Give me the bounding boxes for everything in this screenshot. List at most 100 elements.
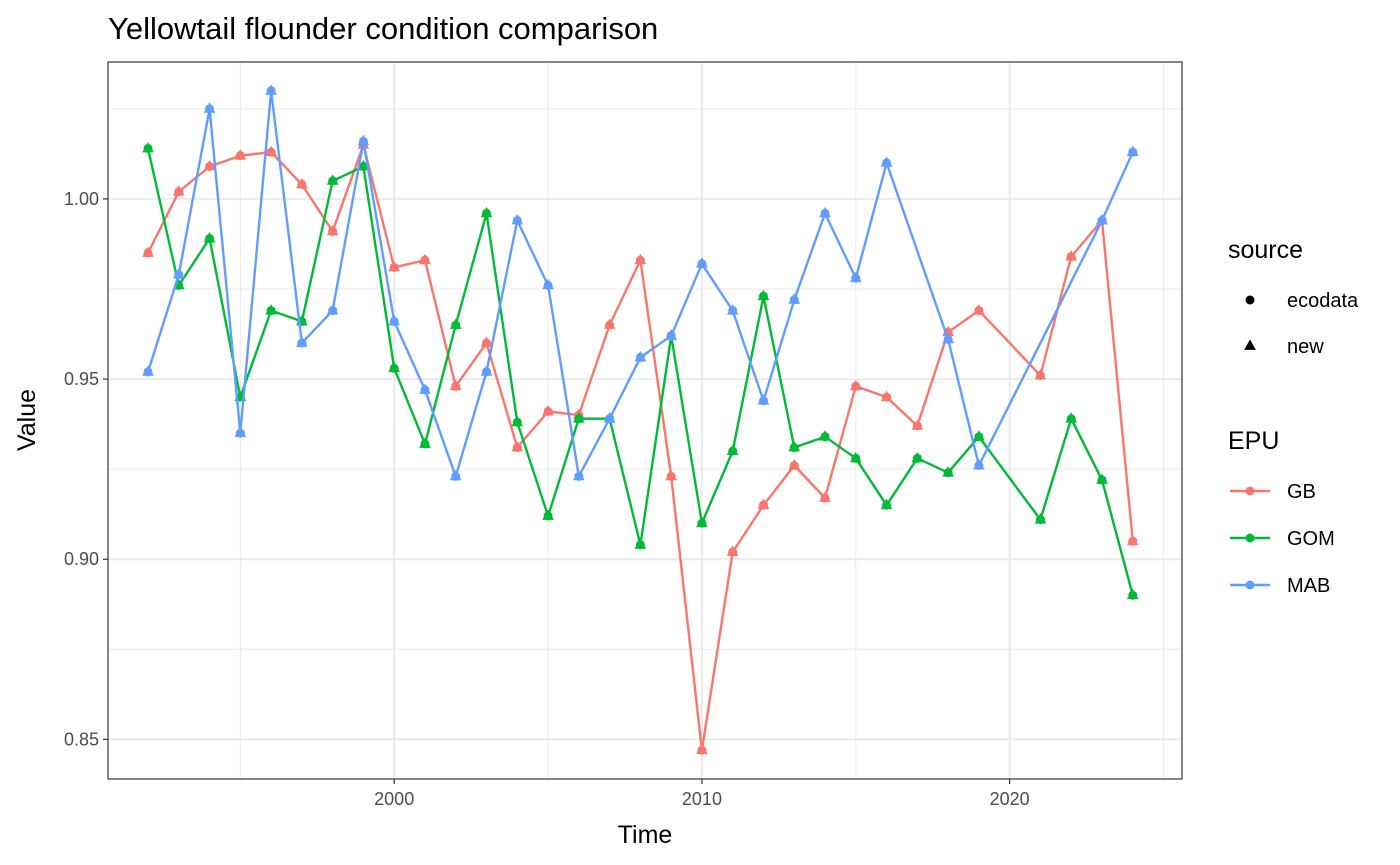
data-point-new [1065, 250, 1078, 261]
legend-title-epu: EPU [1228, 427, 1279, 455]
data-point-new [357, 134, 370, 146]
data-point-new [326, 304, 339, 315]
data-point-new [203, 159, 216, 171]
data-point-new [696, 257, 708, 268]
chart-title: Yellowtail flounder condition comparison [108, 11, 658, 46]
data-point-new [634, 350, 647, 362]
data-point-new [357, 159, 370, 171]
series-mab [142, 84, 1139, 481]
data-point-new [788, 441, 801, 452]
data-point-new [172, 268, 185, 279]
data-point-new [172, 185, 185, 196]
x-axis: 2000 2010 2020 [374, 779, 1030, 809]
plot-panel-background [108, 62, 1182, 779]
x-tick-label: 2010 [682, 789, 722, 809]
data-point-new [296, 336, 308, 347]
y-tick-label: 0.95 [64, 369, 99, 389]
data-point-new [1126, 534, 1139, 546]
data-point-new [234, 149, 247, 160]
data-point-new [788, 293, 801, 304]
data-point-new [603, 412, 616, 423]
legend-key-triangle [1244, 339, 1256, 350]
data-point-new [819, 491, 831, 502]
data-point-new [634, 538, 647, 549]
legend-label-gom: GOM [1287, 528, 1335, 550]
data-point-new [665, 469, 678, 481]
x-tick-label: 2020 [990, 789, 1030, 809]
data-point-new [819, 206, 831, 218]
data-point-new [726, 545, 739, 556]
y-tick-label: 0.85 [64, 729, 99, 749]
data-point-new [849, 379, 862, 391]
data-point-new [511, 214, 524, 225]
legend-label-ecodata: ecodata [1287, 290, 1359, 312]
data-point-new [326, 224, 339, 236]
data-point-new [480, 336, 493, 347]
data-point-new [1126, 588, 1139, 600]
y-axis: 0.85 0.90 0.95 1.00 [64, 189, 108, 749]
series-gb [142, 138, 1139, 755]
data-point-new [572, 412, 585, 423]
data-point-new [449, 379, 462, 391]
series-line-gb [146, 143, 1134, 752]
data-point-new [265, 145, 277, 156]
data-point-new [973, 304, 985, 315]
data-point-new [880, 156, 893, 167]
plot-panel-border [107, 61, 1183, 780]
data-point-new [480, 206, 493, 218]
legend-key-circle [1245, 295, 1255, 305]
data-point-new [1096, 214, 1108, 225]
data-point-new [419, 437, 431, 448]
legend: source ecodata new EPU GB GOM MAB [1228, 236, 1359, 597]
data-point-new [942, 466, 954, 477]
series-layer [142, 84, 1139, 755]
data-point-new [973, 459, 985, 470]
legend-label-new: new [1287, 336, 1324, 358]
data-point-new [449, 318, 462, 329]
data-point-new [911, 419, 924, 430]
data-point-new [1034, 368, 1047, 380]
legend-key-point [1245, 580, 1255, 590]
data-point-new [788, 459, 801, 470]
data-point-new [511, 415, 524, 427]
legend-label-gb: GB [1287, 481, 1316, 503]
data-point-new [757, 394, 770, 405]
legend-key-point [1245, 486, 1255, 496]
legend-key-point [1245, 533, 1255, 543]
data-point-new [142, 141, 154, 153]
data-point-new [726, 444, 739, 456]
major-gridlines [108, 62, 1182, 779]
data-point-new [880, 390, 893, 401]
data-point-new [419, 253, 431, 265]
series-line-gom [146, 148, 1134, 596]
data-point-new [1126, 145, 1139, 156]
data-point-new [819, 430, 831, 441]
data-point-new [1096, 473, 1108, 484]
data-point-new [388, 314, 401, 326]
data-point-new [203, 102, 216, 113]
data-point-new [757, 498, 770, 510]
data-point-new [388, 260, 401, 272]
data-point-new [572, 469, 585, 481]
data-point-new [696, 516, 708, 528]
data-point-new [880, 498, 893, 510]
data-point-new [942, 332, 954, 344]
x-axis-title: Time [618, 821, 673, 849]
data-point-new [542, 404, 554, 416]
data-point-new [203, 232, 216, 243]
data-point-new [326, 174, 339, 185]
data-point-new [757, 289, 770, 301]
data-point-new [849, 271, 862, 283]
data-point-new [388, 361, 401, 373]
data-point-new [696, 743, 708, 755]
data-point-new [419, 383, 431, 394]
data-point-new [849, 451, 862, 463]
data-point-new [973, 430, 985, 441]
y-tick-label: 1.00 [64, 189, 99, 209]
data-point-new [726, 304, 739, 315]
y-tick-label: 0.90 [64, 549, 99, 569]
data-point-new [265, 304, 277, 315]
data-point-new [911, 451, 924, 463]
data-point-new [603, 318, 616, 329]
data-point-new [449, 469, 462, 481]
